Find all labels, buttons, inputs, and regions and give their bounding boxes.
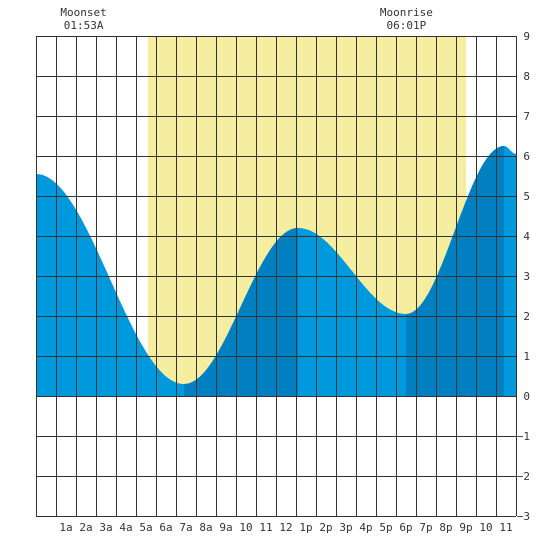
x-tick-label: 6a (159, 521, 172, 534)
y-tick-label: −1 (517, 430, 530, 443)
y-tick-label: 1 (523, 350, 530, 363)
x-tick-label: 5p (379, 521, 392, 534)
x-tick-label: 2a (79, 521, 92, 534)
tide-rising-band-2 (406, 146, 504, 396)
x-tick-label: 6p (399, 521, 412, 534)
y-tick-label: 9 (523, 30, 530, 43)
x-tick-label: 3a (99, 521, 112, 534)
chart-grid (36, 36, 517, 517)
y-axis-labels: 9 8 7 6 5 4 3 2 1 0 −1 −2 −3 (517, 30, 531, 523)
x-tick-label: 11 (499, 521, 512, 534)
y-tick-label: 0 (523, 390, 530, 403)
y-tick-label: 3 (523, 270, 530, 283)
x-tick-label: 12 (279, 521, 292, 534)
x-tick-label: 11 (259, 521, 272, 534)
x-tick-label: 9a (219, 521, 232, 534)
x-tick-label: 8p (439, 521, 452, 534)
x-tick-label: 7a (179, 521, 192, 534)
y-tick-label: 5 (523, 190, 530, 203)
x-tick-label: 8a (199, 521, 212, 534)
y-tick-label: 4 (523, 230, 530, 243)
y-tick-label: 6 (523, 150, 530, 163)
x-tick-label: 1p (299, 521, 312, 534)
x-tick-label: 5a (139, 521, 152, 534)
x-axis-labels: 1a 2a 3a 4a 5a 6a 7a 8a 9a 10 11 12 1p 2p 3p 4p 5p 6p 7p 8p… (59, 521, 512, 534)
x-tick-label: 10 (479, 521, 492, 534)
y-tick-label: 2 (523, 310, 530, 323)
x-tick-label: 3p (339, 521, 352, 534)
x-tick-label: 9p (459, 521, 472, 534)
moon-event-time: 01:53A (64, 19, 104, 32)
x-tick-label: 7p (419, 521, 432, 534)
x-tick-label: 10 (239, 521, 252, 534)
x-tick-label: 4a (119, 521, 132, 534)
y-tick-label: −3 (517, 510, 530, 523)
y-tick-label: 8 (523, 70, 530, 83)
moon-event-label: Moonset (60, 6, 106, 19)
y-tick-label: 7 (523, 110, 530, 123)
moon-event-time: 06:01P (387, 19, 427, 32)
x-tick-label: 2p (319, 521, 332, 534)
y-tick-label: −2 (517, 470, 530, 483)
x-tick-label: 1a (59, 521, 72, 534)
moon-event-label: Moonrise (380, 6, 433, 19)
tide-rising-band-1 (184, 228, 298, 396)
x-tick-label: 4p (359, 521, 372, 534)
